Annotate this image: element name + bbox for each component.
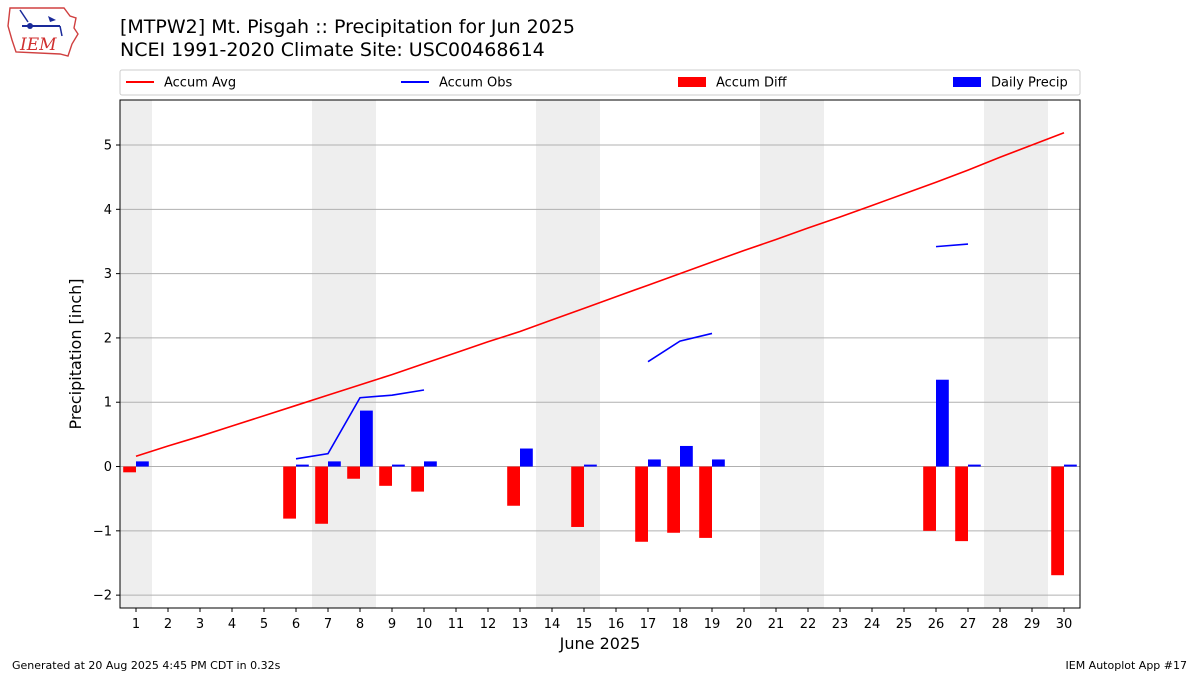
y-tick-label: −1 [93,524,112,539]
x-tick-label: 4 [228,617,236,632]
y-tick-label: 0 [104,460,112,475]
lines [135,132,1065,460]
y-tick-label: 5 [104,139,112,154]
accum-diff-bar [315,466,328,524]
x-tick-label: 19 [704,617,721,632]
x-tick-label: 2 [164,617,172,632]
legend-handle-bar [953,77,981,87]
legend-label: Daily Precip [991,76,1068,91]
accum-diff-bar [667,466,680,533]
accum-diff-bar [347,466,360,479]
x-tick-label: 23 [832,617,849,632]
x-tick-label: 1 [132,617,140,632]
x-tick-label: 24 [864,617,881,632]
y-tick-label: 2 [104,331,112,346]
accum-diff-bar [571,466,584,527]
weekend-band [536,100,600,608]
weekend-band [120,100,152,608]
x-tick-label: 16 [608,617,625,632]
legend: Accum Avg Accum Obs Accum Diff Daily Precip [119,69,1081,96]
chart-subtitle: NCEI 1991-2020 Climate Site: USC00468614 [120,39,545,61]
chart-title: [MTPW2] Mt. Pisgah :: Precipitation for … [120,16,576,38]
y-tick-label: 4 [104,203,112,218]
x-tick-label: 3 [196,617,204,632]
bars [123,379,1077,576]
x-tick-label: 14 [544,617,561,632]
x-tick-label: 8 [356,617,364,632]
x-tick-label: 12 [480,617,497,632]
accum-diff-bar [955,466,968,542]
daily-precip-bar [712,459,725,467]
accum-diff-bar [283,466,296,519]
app-note: IEM Autoplot App #17 [1065,659,1188,672]
daily-precip-bar [584,464,597,467]
x-tick-label: 17 [640,617,657,632]
legend-label: Accum Diff [716,76,788,91]
daily-precip-bar [424,461,437,467]
daily-precip-bar [360,410,373,467]
legend-label: Accum Avg [164,76,236,91]
daily-precip-bar [296,464,309,467]
x-tick-label: 27 [960,617,977,632]
y-tick-label: 3 [104,267,112,282]
x-tick-label: 11 [448,617,465,632]
x-tick-label: 6 [292,617,300,632]
x-tick-label: 18 [672,617,689,632]
x-tick-label: 15 [576,617,593,632]
weekend-band [984,100,1048,608]
accum-obs-line [295,389,425,460]
legend-label: Accum Obs [439,76,512,91]
daily-precip-bar [968,464,981,467]
accum-diff-bar [923,466,936,531]
x-tick-label: 20 [736,617,753,632]
y-tick-label: −2 [93,589,112,604]
daily-precip-bar [520,448,533,467]
logo-text: IEM [19,35,57,55]
iem-logo: IEM [6,4,82,64]
accum-obs-line [935,243,969,248]
accum-diff-bar [699,466,712,538]
x-tick-label: 9 [388,617,396,632]
daily-precip-bar [328,461,341,467]
x-tick-label: 21 [768,617,785,632]
x-tick-label: 13 [512,617,529,632]
x-tick-label: 25 [896,617,913,632]
x-tick-label: 30 [1056,617,1073,632]
daily-precip-bar [680,445,693,467]
generated-note: Generated at 20 Aug 2025 4:45 PM CDT in … [12,659,281,672]
legend-box [119,69,1081,96]
accum-diff-bar [123,466,136,473]
accum-avg-line [135,132,1065,458]
weekend-band [760,100,824,608]
accum-diff-bar [635,466,648,542]
daily-precip-bar [648,459,661,467]
y-tick-label: 1 [104,396,112,411]
x-tick-label: 28 [992,617,1009,632]
y-axis-label: Precipitation [inch] [66,278,85,429]
accum-diff-bar [379,466,392,486]
legend-handle-bar [678,77,706,87]
x-tick-label: 7 [324,617,332,632]
grid-lines [120,144,1080,596]
x-axis-label: June 2025 [559,634,641,653]
daily-precip-bar [936,379,949,467]
plot-frame [119,99,1081,609]
accum-obs-line [647,332,713,363]
x-tick-label: 10 [416,617,433,632]
x-tick-label: 29 [1024,617,1041,632]
accum-diff-bar [507,466,520,506]
x-tick-label: 26 [928,617,945,632]
accum-diff-bar [411,466,424,492]
x-tick-label: 22 [800,617,817,632]
weekend-shading [120,100,1048,608]
daily-precip-bar [392,464,405,467]
x-tick-label: 5 [260,617,268,632]
daily-precip-bar [1064,464,1077,467]
daily-precip-bar [136,461,149,467]
weekend-band [312,100,376,608]
accum-diff-bar [1051,466,1064,576]
